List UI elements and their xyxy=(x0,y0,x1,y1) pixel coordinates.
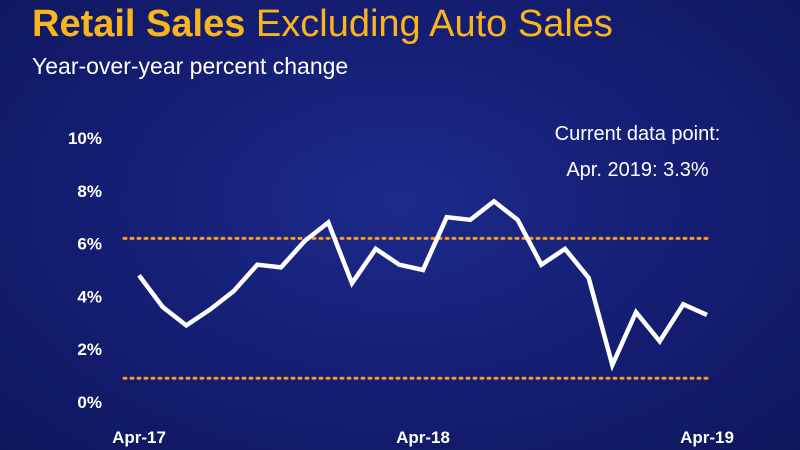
chart-title: Retail Sales Excluding Auto Sales xyxy=(32,2,613,46)
y-tick-label: 2% xyxy=(77,340,102,359)
y-tick-label: 0% xyxy=(77,393,102,412)
annotation-line-1: Current data point: xyxy=(554,123,721,145)
chart-title-rest: Excluding Auto Sales xyxy=(245,3,613,45)
x-tick-label: Apr-19 xyxy=(680,428,734,447)
series-line xyxy=(137,198,708,372)
y-tick-label: 8% xyxy=(77,182,102,201)
y-axis-tick-labels: 0% 2% 4% 6% 8% 10% xyxy=(68,129,102,412)
chart-title-bold: Retail Sales xyxy=(32,3,246,45)
x-tick-label: Apr-18 xyxy=(396,428,450,447)
series-group xyxy=(137,198,708,372)
current-data-annotation: Current data point: Apr. 2019: 3.3% xyxy=(520,116,755,188)
y-tick-label: 6% xyxy=(77,235,102,254)
x-tick-label: Apr-17 xyxy=(112,428,166,447)
y-tick-label: 10% xyxy=(68,129,102,148)
x-axis-tick-labels: Apr-17 Apr-18 Apr-19 xyxy=(112,428,734,447)
reference-lines xyxy=(122,236,710,380)
y-tick-label: 4% xyxy=(77,287,102,306)
annotation-line-2: Apr. 2019: 3.3% xyxy=(566,159,709,181)
chart-subtitle: Year-over-year percent change xyxy=(32,53,349,79)
